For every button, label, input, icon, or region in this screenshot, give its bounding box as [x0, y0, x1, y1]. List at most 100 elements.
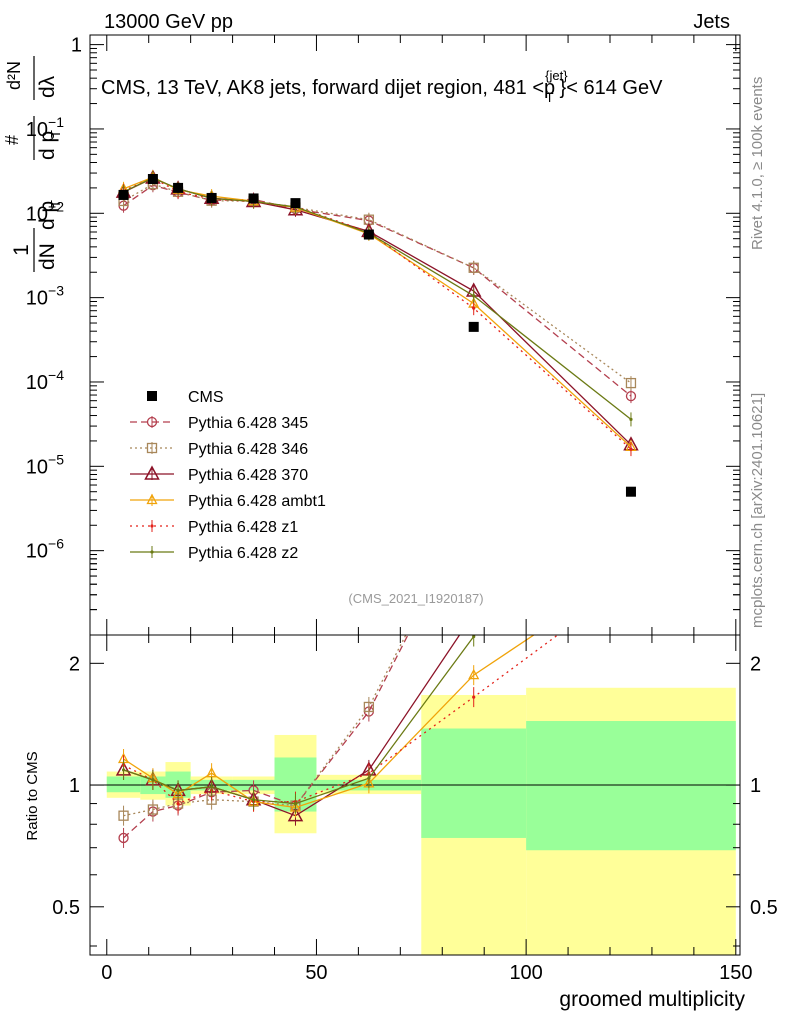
cms-point	[206, 192, 217, 203]
ylabel-den: dN	[36, 243, 59, 270]
x-tick-label: 100	[509, 962, 542, 984]
series-point	[629, 417, 633, 421]
ylabel-hash1: #	[2, 135, 22, 145]
ratio-point	[469, 498, 478, 507]
cms-point	[147, 174, 158, 185]
ratio-point	[176, 801, 180, 806]
cms-point	[290, 198, 301, 209]
ratio-point	[251, 798, 256, 802]
series-line	[123, 176, 632, 448]
ratio-point	[118, 832, 129, 844]
ylabel-num: 1	[10, 244, 33, 256]
ratio-y-axis: 0.5 0.5 1 1 2 2	[52, 653, 778, 947]
header-process: Jets	[693, 11, 730, 33]
legend-label: Pythia 6.428 345	[188, 415, 308, 432]
legend-label: Pythia 6.428 ambt1	[188, 493, 326, 510]
y-tick-label: 10−3	[26, 283, 64, 310]
ratio-point	[206, 766, 218, 778]
ratio-series-5	[121, 635, 476, 814]
cms-point	[173, 182, 184, 193]
series-point	[472, 306, 476, 310]
ylabel-T2: T	[48, 130, 63, 138]
main-y-axis: 1 10−1 10−2 10−3 10−4 10−5 10−6	[26, 35, 740, 611]
ratio-tick-label: 1	[69, 775, 80, 797]
ratio-bands-group	[106, 687, 736, 955]
legend-entry-1: Pythia 6.428 346	[130, 441, 308, 458]
ratio-point	[151, 778, 155, 782]
ratio-point	[468, 668, 480, 680]
ratio-point	[293, 801, 298, 806]
legend-label: Pythia 6.428 370	[188, 467, 308, 484]
x-tick-label: 0	[101, 962, 112, 984]
series-4	[121, 171, 633, 457]
ratio-point	[624, 558, 637, 570]
cms-point	[363, 229, 374, 240]
x-axis-label: groomed multiplicity	[559, 988, 745, 1011]
cms-points-group	[118, 174, 636, 497]
ylabel-d2N: d²N	[4, 61, 24, 90]
legend-marker	[144, 465, 160, 480]
legend-marker	[146, 442, 158, 454]
ylabel-dpt: d p	[36, 201, 59, 230]
ratio-point	[626, 565, 635, 574]
legend-label: Pythia 6.428 z2	[188, 545, 298, 562]
main-panel: 1 10−1 10−2 10−3 10−4 10−5 10−6	[26, 34, 741, 636]
series-point	[468, 262, 479, 273]
legend-cms-label: CMS	[188, 389, 224, 406]
x-tick-label: 150	[719, 962, 752, 984]
chart-title: CMS, 13 TeV, AK8 jets, forward dijet reg…	[101, 68, 663, 105]
series-point	[629, 447, 633, 451]
legend: CMS Pythia 6.428 345 Pythia 6.428 346 Pythi…	[130, 389, 326, 562]
y-tick-label: 10−1	[26, 114, 64, 141]
ratio-point	[472, 695, 476, 699]
ylabel-dpt2: d p	[36, 131, 59, 160]
ratio-point	[629, 579, 632, 582]
ratio-point	[147, 804, 159, 815]
y-tick-label: 1	[71, 35, 82, 57]
series-line	[123, 177, 632, 450]
series-3	[117, 170, 637, 454]
y-tick-label: 10−5	[26, 451, 64, 478]
legend-entry-2: Pythia 6.428 370	[130, 465, 308, 484]
ratio-point	[469, 501, 478, 510]
band-inner	[421, 728, 527, 838]
ratio-tick-label-right: 1	[750, 775, 761, 797]
main-series-group	[115, 169, 639, 457]
cms-point	[118, 189, 129, 200]
ratio-point	[363, 701, 375, 713]
y-tick-label: 10−2	[26, 198, 64, 225]
main-y-label: 1 dN d p T # d p T d²N # dλ	[2, 56, 63, 272]
series-point	[472, 294, 476, 298]
ratio-frame	[89, 634, 741, 956]
series-line	[123, 183, 632, 384]
mcplots-label: mcplots.cern.ch [arXiv:2401.10621]	[749, 393, 766, 628]
series-0	[118, 178, 637, 404]
ratio-tick-label: 0.5	[52, 897, 80, 919]
ratio-panel: 0.5 0.5 1 1 2 2 0 50 100 150	[52, 35, 778, 984]
header-energy: 13000 GeV pp	[104, 11, 233, 33]
y-tick-label: 10−6	[26, 536, 64, 563]
analysis-id: (CMS_2021_I1920187)	[348, 591, 483, 606]
ylabel-dl: dλ	[36, 75, 59, 98]
ratio-point	[467, 607, 480, 619]
legend-marker	[146, 493, 158, 505]
y-tick-label: 10−4	[26, 367, 64, 394]
series-point	[625, 377, 637, 389]
x-tick-label: 50	[305, 962, 327, 984]
legend-entry-4: Pythia 6.428 z1	[130, 519, 298, 536]
band-inner	[526, 721, 736, 851]
legend-entry-5: Pythia 6.428 z2	[130, 545, 298, 562]
ratio-point	[367, 776, 371, 780]
ratio-point	[121, 768, 126, 772]
ratio-series-group	[115, 498, 637, 848]
ratio-y-label: Ratio to CMS	[24, 751, 41, 840]
legend-cms: CMS	[147, 389, 224, 406]
legend-cms-marker	[147, 391, 157, 401]
ratio-point	[210, 785, 214, 789]
legend-entry-3: Pythia 6.428 ambt1	[130, 493, 326, 510]
series-point	[625, 390, 637, 402]
cms-point	[248, 193, 259, 204]
legend-marker	[146, 416, 158, 428]
band-inner	[106, 776, 141, 793]
